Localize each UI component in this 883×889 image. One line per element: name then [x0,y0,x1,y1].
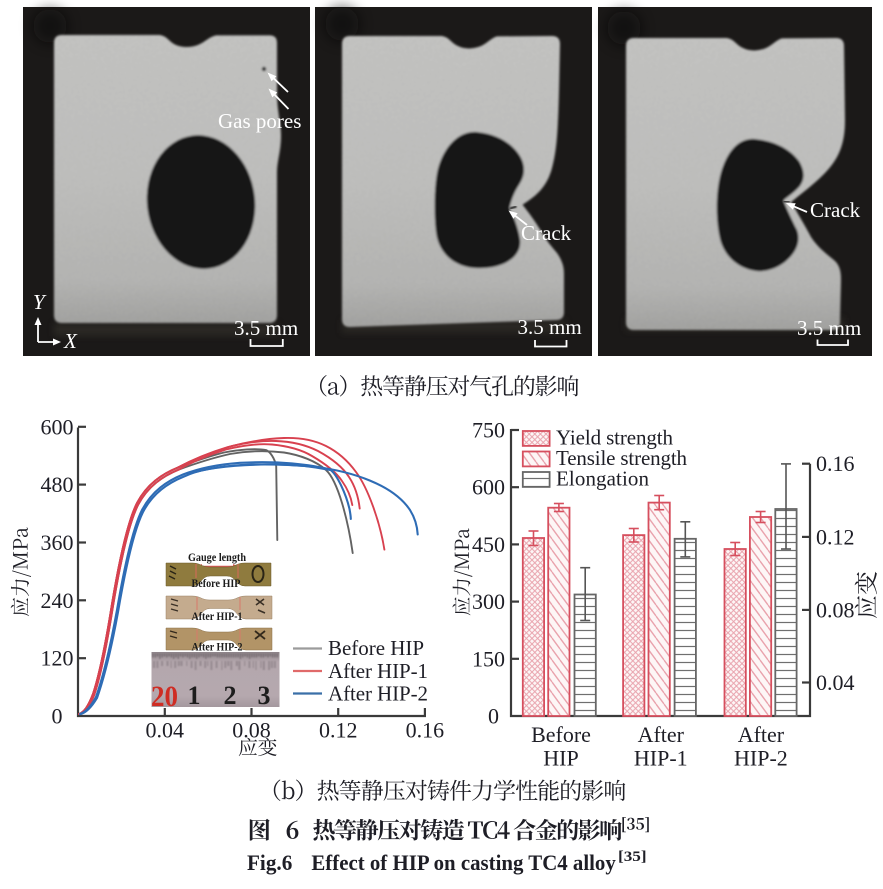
svg-text:Gauge length: Gauge length [188,552,247,564]
svg-text:0.16: 0.16 [406,718,445,743]
svg-text:300: 300 [472,589,505,614]
svg-text:0.12: 0.12 [319,718,358,743]
svg-text:3.5 mm: 3.5 mm [797,316,861,340]
svg-text:150: 150 [472,646,505,671]
svg-text:3: 3 [258,681,271,710]
svg-text:0.08: 0.08 [816,597,855,622]
svg-text:20: 20 [151,680,178,713]
svg-text:3.5 mm: 3.5 mm [518,315,582,339]
svg-text:0: 0 [52,704,63,729]
svg-text:After HIP-2: After HIP-2 [192,642,243,654]
svg-text:HIP-2: HIP-2 [734,746,788,771]
svg-text:After HIP-1: After HIP-1 [328,659,428,683]
svg-text:After HIP-2: After HIP-2 [328,682,428,706]
svg-text:3.5 mm: 3.5 mm [234,316,298,340]
svg-text:450: 450 [472,532,505,557]
svg-text:After HIP-1: After HIP-1 [192,611,243,623]
svg-text:Before HIP: Before HIP [192,578,241,590]
svg-text:X: X [63,329,78,353]
svg-text:0.08: 0.08 [232,718,271,743]
svg-text:Before: Before [531,722,591,747]
svg-text:600: 600 [472,475,505,500]
svg-text:360: 360 [41,530,74,555]
svg-text:480: 480 [41,472,74,497]
svg-text:Crack: Crack [810,198,861,222]
svg-text:Yield strength: Yield strength [556,426,674,450]
svg-text:[35]: [35] [618,849,647,865]
svg-text:1: 1 [188,681,201,710]
svg-text:HIP-1: HIP-1 [634,746,688,771]
svg-text:Y: Y [33,290,47,314]
svg-text:750: 750 [472,418,505,443]
svg-text:After: After [738,722,785,747]
svg-text:Elongation: Elongation [556,467,650,491]
svg-text:Fig.6: Fig.6 [247,850,292,875]
svg-text:240: 240 [41,588,74,613]
svg-text:2: 2 [224,681,237,710]
svg-text:Tensile strength: Tensile strength [556,446,688,470]
svg-text:Effect of HIP on casting TC4 a: Effect of HIP on casting TC4 alloy [311,850,615,875]
svg-text:Crack: Crack [521,221,572,245]
svg-text:0.12: 0.12 [816,524,855,549]
svg-text:Gas pores: Gas pores [218,109,301,133]
svg-text:600: 600 [41,414,74,439]
svg-text:0: 0 [488,704,499,729]
svg-text:After: After [638,722,685,747]
svg-text:HIP: HIP [543,746,578,771]
svg-text:0.04: 0.04 [816,670,855,695]
svg-text:Before HIP: Before HIP [328,636,424,660]
svg-text:120: 120 [41,646,74,671]
svg-text:0.16: 0.16 [816,451,855,476]
svg-text:0.04: 0.04 [146,718,185,743]
